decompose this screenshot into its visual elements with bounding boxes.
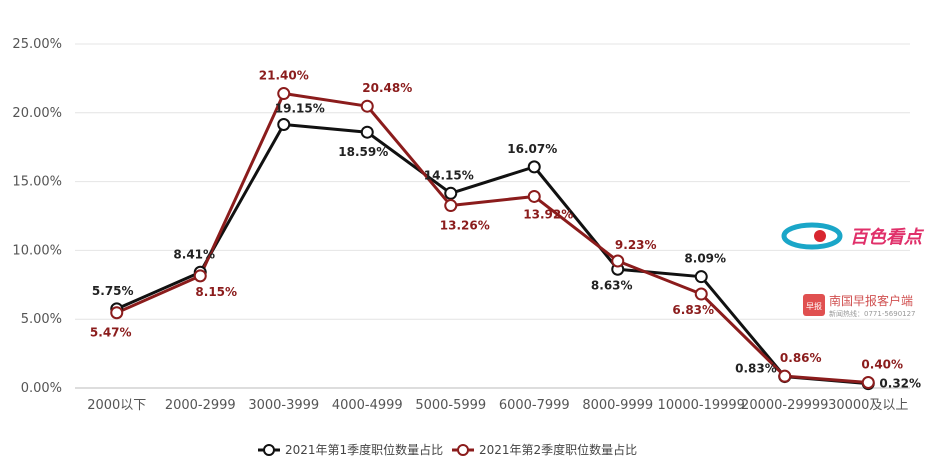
data-label: 6.83%: [672, 303, 714, 317]
data-label: 14.15%: [424, 168, 474, 182]
data-label: 16.07%: [507, 142, 557, 156]
y-axis: 0.00% 5.00% 10.00% 15.00% 20.00% 25.00%: [12, 37, 62, 396]
data-point[interactable]: [193, 269, 207, 283]
x-tick-label: 20000-29999: [741, 398, 828, 413]
data-point[interactable]: [527, 189, 541, 203]
series-line-2: [116, 92, 869, 384]
data-label: 9.23%: [615, 238, 657, 252]
x-tick-label: 10000-19999: [658, 398, 745, 413]
data-point[interactable]: [444, 199, 458, 213]
y-tick-label: 20.00%: [12, 106, 62, 121]
data-label: 20.48%: [362, 81, 412, 95]
y-tick-label: 10.00%: [12, 243, 62, 258]
data-point[interactable]: [360, 125, 374, 139]
data-point[interactable]: [778, 369, 792, 383]
data-label: 8.41%: [173, 247, 215, 261]
x-tick-label: 30000及以上: [828, 398, 908, 413]
data-point[interactable]: [360, 99, 374, 113]
logo-dot-icon: [814, 230, 826, 242]
data-label: 13.26%: [440, 219, 490, 233]
data-point[interactable]: [694, 270, 708, 284]
data-point[interactable]: [277, 117, 291, 131]
data-label: 18.59%: [338, 145, 388, 159]
x-tick-label: 2000以下: [87, 398, 146, 413]
data-point[interactable]: [611, 254, 625, 268]
x-tick-label: 4000-4999: [332, 398, 403, 413]
data-point[interactable]: [110, 306, 124, 320]
source-badge-text: 早报: [806, 301, 822, 311]
data-labels: 5.75% 8.41% 19.15% 18.59% 14.15% 16.07% 8.63% 8…: [90, 69, 921, 391]
legend-marker-icon: [457, 444, 469, 456]
x-tick-label: 3000-3999: [248, 398, 319, 413]
logo-swoosh-icon: [781, 222, 843, 250]
legend-label[interactable]: 2021年第1季度职位数量占比: [285, 442, 443, 457]
data-point[interactable]: [444, 186, 458, 200]
source-badge-icon: [803, 294, 825, 316]
data-label: 8.63%: [591, 278, 633, 292]
legend-label[interactable]: 2021年第2季度职位数量占比: [479, 442, 637, 457]
data-point[interactable]: [527, 160, 541, 174]
y-tick-label: 15.00%: [12, 175, 62, 190]
legend-marker-icon: [263, 444, 275, 456]
data-label: 0.32%: [879, 377, 921, 391]
watermark-logo-text: 百色看点: [850, 227, 925, 248]
data-label: 21.40%: [259, 69, 309, 83]
data-point[interactable]: [694, 287, 708, 301]
watermark-source-name: 南国早报客户端: [829, 293, 913, 308]
data-label: 0.83%: [735, 362, 777, 376]
series-line-1: [116, 122, 869, 386]
data-label: 19.15%: [275, 101, 325, 115]
x-axis: 2000以下 2000-2999 3000-3999 4000-4999 5000-59…: [87, 398, 908, 413]
data-label: 5.47%: [90, 326, 132, 340]
grid-lines: [75, 43, 910, 389]
data-label: 13.92%: [523, 207, 573, 221]
series-layer: [110, 87, 875, 391]
watermark-hotline: 新闻热线：0771-5690127: [829, 309, 916, 318]
x-tick-label: 6000-7999: [499, 398, 570, 413]
x-tick-label: 8000-9999: [582, 398, 653, 413]
data-point[interactable]: [861, 375, 875, 389]
legend: 2021年第1季度职位数量占比 2021年第2季度职位数量占比: [258, 442, 637, 457]
watermark-source: 早报 南国早报客户端 新闻热线：0771-5690127: [803, 293, 916, 318]
data-point[interactable]: [277, 87, 291, 101]
x-tick-label: 2000-2999: [165, 398, 236, 413]
data-label: 8.15%: [195, 285, 237, 299]
data-label: 5.75%: [92, 284, 134, 298]
watermark-logo: 百色看点: [781, 222, 925, 250]
y-tick-label: 5.00%: [21, 312, 62, 327]
data-label: 0.86%: [780, 351, 822, 365]
x-tick-label: 5000-5999: [415, 398, 486, 413]
y-tick-label: 0.00%: [21, 381, 62, 396]
data-label: 8.09%: [684, 252, 726, 266]
data-label: 0.40%: [861, 357, 903, 371]
y-tick-label: 25.00%: [12, 37, 62, 52]
